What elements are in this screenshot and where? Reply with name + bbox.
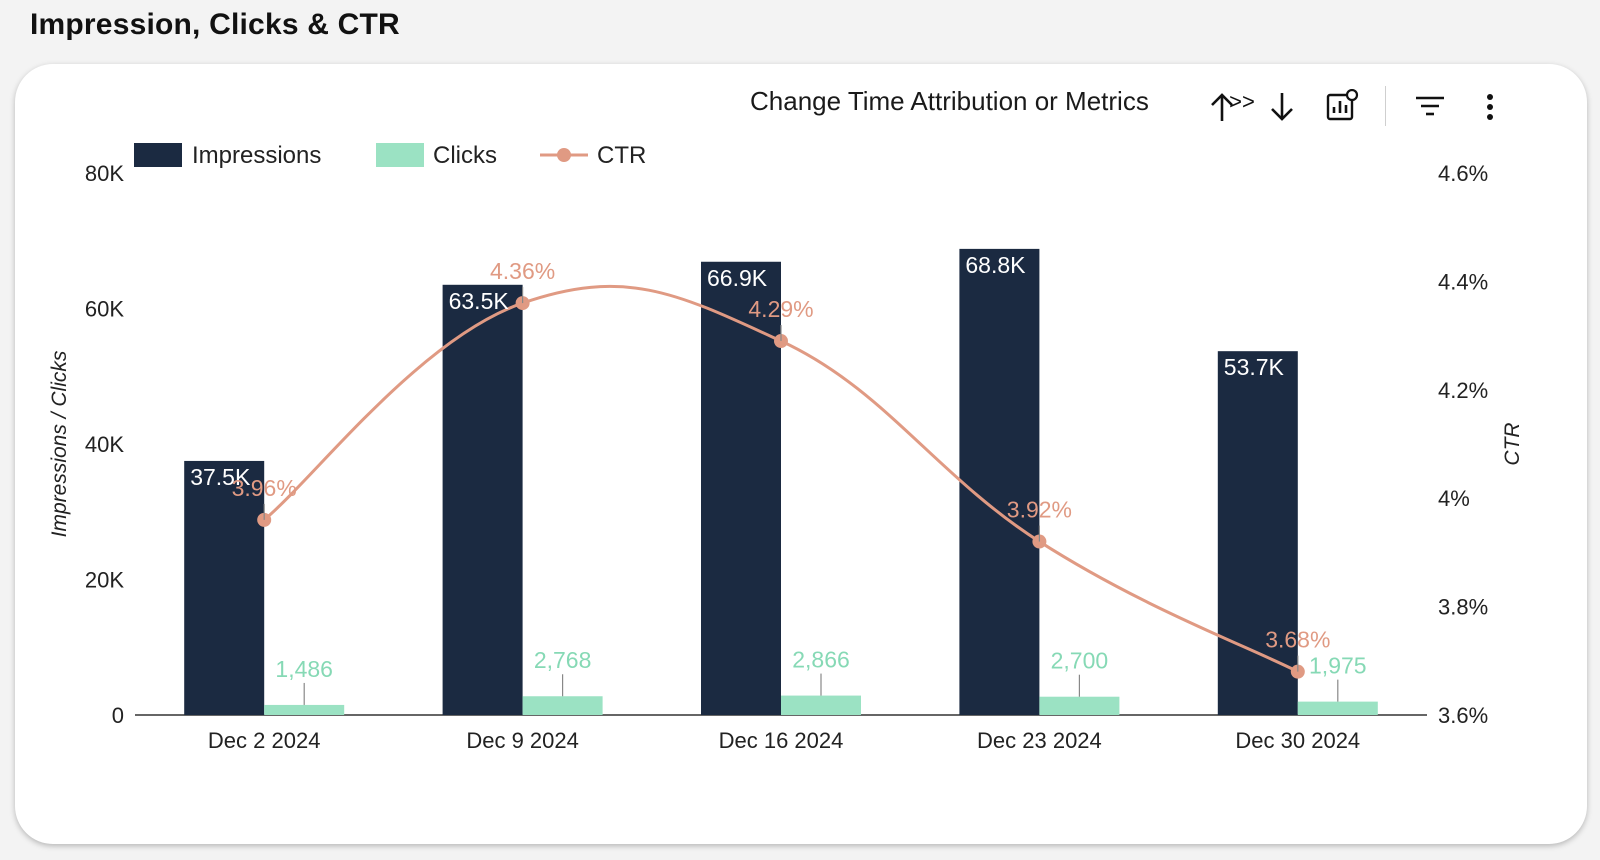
impressions-data-label: 68.8K [965, 252, 1026, 278]
filter-icon[interactable] [1410, 86, 1450, 126]
y2-tick-label: 3.8% [1438, 595, 1488, 620]
y2-tick-label: 4.6% [1438, 161, 1488, 186]
page-title: Impression, Clicks & CTR [30, 8, 400, 41]
clicks-data-label: 2,768 [534, 647, 592, 673]
x-tick-label: Dec 2 2024 [208, 728, 321, 753]
bars [184, 248, 1378, 715]
chart-settings-icon[interactable] [1322, 86, 1362, 126]
clicks-data-label: 2,866 [792, 647, 850, 673]
x-tick-label: Dec 30 2024 [1235, 728, 1360, 753]
sort-up-icon[interactable] [1202, 86, 1242, 126]
impressions-bar [1217, 351, 1298, 715]
legend-clicks-swatch [376, 143, 424, 167]
legend-clicks-label: Clicks [433, 142, 497, 169]
legend-impressions-label: Impressions [192, 142, 321, 169]
clicks-data-label: 2,700 [1051, 648, 1109, 674]
ctr-data-label: 3.96% [232, 475, 297, 501]
y-axis-title: Impressions / Clicks [48, 350, 71, 537]
ctr-line-group [257, 285, 1305, 679]
ctr-data-label: 4.29% [748, 296, 813, 322]
y2-tick-label: 4.4% [1438, 269, 1488, 294]
clicks-bar [781, 695, 861, 715]
y2-tick-label: 3.6% [1438, 703, 1488, 728]
impressions-bar [701, 261, 781, 715]
data-labels: 37.5K 1,486 63.5K 2,768 66.9K 2,866 68.8K 2,700… [190, 252, 1367, 705]
legend: Impressions Clicks CTR [134, 142, 646, 169]
axes: 0 20K 40K 60K 80K 3.6% 3.8% 4% 4.2% 4.4% 4.6% Impre… [48, 161, 1524, 753]
legend-ctr-label: CTR [597, 142, 646, 169]
clicks-bar [1297, 701, 1378, 715]
impressions-data-label: 63.5K [449, 288, 510, 314]
clicks-bar [1039, 696, 1120, 715]
y-tick-label: 40K [85, 432, 124, 457]
y2-axis-title: CTR [1501, 422, 1524, 465]
ctr-data-label: 4.36% [490, 258, 555, 284]
y2-tick-label: 4% [1438, 486, 1470, 511]
x-tick-label: Dec 23 2024 [977, 728, 1102, 753]
clicks-bar [264, 704, 345, 715]
impressions-data-label: 66.9K [707, 265, 768, 291]
y-tick-label: 60K [85, 297, 124, 322]
sort-down-icon[interactable] [1262, 88, 1302, 128]
impressions-bar [184, 460, 265, 715]
x-tick-label: Dec 9 2024 [466, 728, 579, 753]
legend-ctr-marker [557, 148, 571, 162]
y2-tick-label: 4.2% [1438, 378, 1488, 403]
x-tick-label: Dec 16 2024 [719, 728, 844, 753]
clicks-data-label: 1,975 [1309, 653, 1367, 679]
ctr-data-label: 3.68% [1265, 627, 1330, 653]
change-attribution-label[interactable]: Change Time Attribution or Metrics [750, 86, 1149, 116]
chevron-right-icon[interactable]: >> [1229, 89, 1255, 114]
impressions-data-label: 53.7K [1224, 354, 1285, 380]
ctr-data-label: 3.92% [1007, 497, 1072, 523]
toolbar-divider [1385, 86, 1386, 126]
impressions-data-label: 37.5K [190, 464, 251, 490]
impressions-bar [442, 284, 523, 715]
impressions-bar [959, 248, 1040, 715]
clicks-bar [522, 696, 603, 715]
more-options-icon[interactable] [1470, 87, 1510, 127]
y-tick-label: 20K [85, 568, 124, 593]
clicks-data-label: 1,486 [275, 656, 333, 682]
y-tick-label: 0 [112, 703, 124, 728]
y-tick-label: 80K [85, 161, 124, 186]
legend-impressions-swatch [134, 143, 182, 167]
